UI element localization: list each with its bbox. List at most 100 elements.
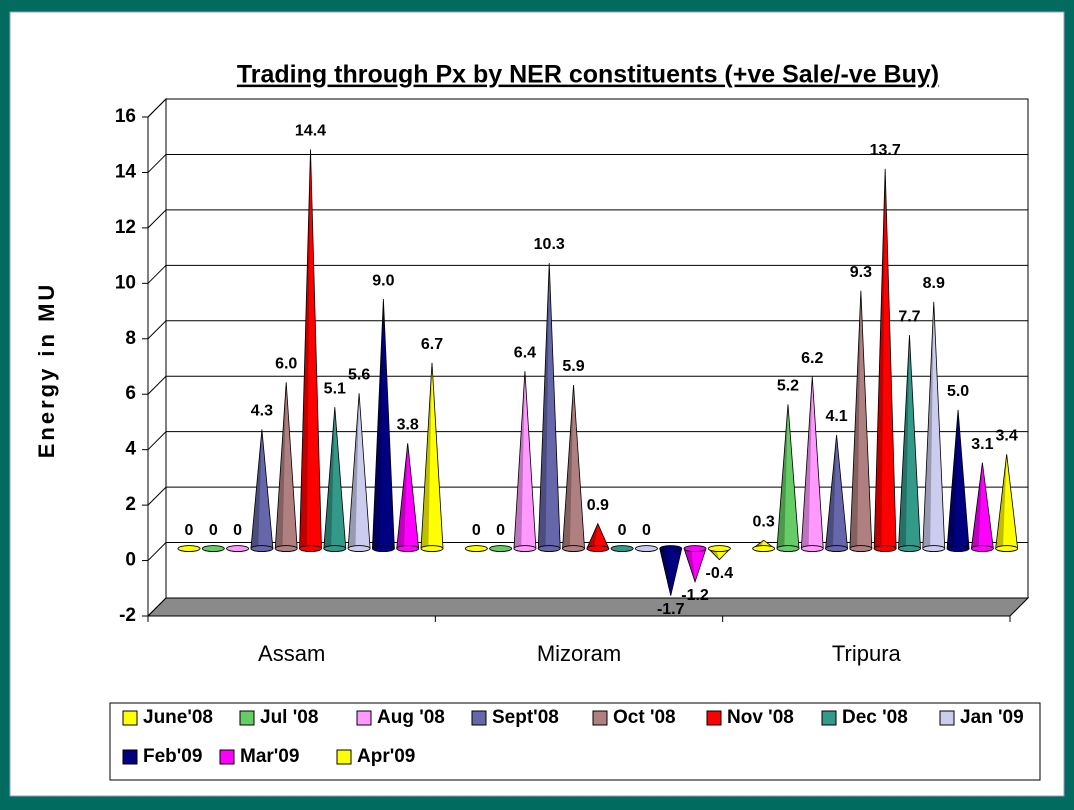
legend-label: Dec '08	[842, 707, 908, 728]
legend-swatch	[939, 710, 955, 726]
floor	[146, 597, 1030, 617]
data-label: 6.2	[801, 350, 823, 367]
cone-part	[372, 299, 384, 549]
legend-label: Nov '08	[727, 707, 794, 728]
cone	[995, 454, 1019, 552]
cone-part	[849, 290, 861, 549]
cone	[707, 545, 731, 561]
y-tick-label: 4	[125, 439, 136, 460]
cone-part	[274, 545, 298, 552]
cone-part	[177, 545, 201, 552]
data-label: 5.0	[947, 383, 969, 400]
legend-swatch	[336, 749, 352, 765]
cone-part	[538, 263, 550, 549]
cone-part	[396, 545, 420, 552]
cone-part	[659, 548, 671, 596]
grid-line	[147, 153, 1028, 173]
y-tick-label: 12	[115, 217, 136, 238]
cone-part	[420, 545, 444, 552]
cone	[825, 434, 848, 552]
data-label: 4.3	[251, 403, 273, 420]
cone-part	[562, 545, 585, 552]
cone	[201, 545, 225, 552]
cone-part	[421, 362, 432, 549]
cone	[299, 149, 322, 552]
legend-label: Sept'08	[492, 707, 559, 728]
grid-line	[147, 597, 1028, 617]
data-label: 6.4	[514, 344, 536, 361]
legend-swatch	[471, 710, 487, 726]
cone	[323, 407, 347, 552]
legend-swatch	[122, 710, 138, 726]
cone-part	[464, 545, 488, 552]
cone	[898, 335, 921, 552]
cone-part	[659, 545, 683, 552]
cone-part	[275, 382, 287, 549]
x-tick-label: Tripura	[832, 641, 902, 666]
cone	[420, 362, 444, 552]
y-tick-label: 0	[125, 550, 136, 571]
data-label: 7.7	[898, 308, 920, 325]
cone-part	[776, 545, 800, 552]
cone	[274, 382, 298, 552]
cone	[371, 299, 395, 552]
data-label: 3.8	[397, 416, 419, 433]
data-label: 6.7	[421, 336, 443, 353]
cone-part	[873, 545, 897, 552]
chart-title: Trading through Px by NER constituents (…	[237, 61, 939, 89]
legend-swatch	[356, 710, 372, 726]
data-label: 8.9	[923, 275, 945, 292]
cone	[489, 545, 513, 552]
grid-line	[147, 431, 1028, 451]
cone-part	[800, 545, 824, 552]
data-label: 0.3	[753, 513, 775, 530]
cone	[659, 545, 683, 596]
cone-part	[922, 301, 934, 549]
grid-line	[147, 209, 1028, 229]
legend-label: Oct '08	[613, 707, 676, 728]
grid-line	[147, 375, 1028, 395]
cone	[250, 429, 274, 552]
data-label: 0	[185, 522, 194, 539]
data-label: 5.1	[324, 380, 346, 397]
cone	[922, 301, 946, 552]
cone	[562, 384, 585, 552]
data-label: 0	[496, 522, 505, 539]
cone	[752, 539, 776, 552]
cone-part	[299, 545, 322, 552]
cone	[849, 290, 873, 552]
legend-label: Jul '08	[260, 707, 318, 728]
cone-part	[347, 545, 371, 552]
y-tick-label: 10	[115, 272, 136, 293]
cone-part	[250, 429, 262, 549]
cone-part	[825, 545, 848, 552]
cone-part	[562, 384, 574, 549]
cone-part	[610, 545, 634, 552]
cone-part	[323, 407, 335, 549]
cone-part	[635, 545, 658, 552]
cone-part	[201, 545, 225, 552]
y-tick-label: 8	[125, 328, 136, 349]
cone	[946, 409, 970, 552]
data-label: 14.4	[295, 123, 326, 140]
cone-part	[970, 545, 994, 552]
data-label: 0	[618, 522, 627, 539]
data-label: -0.4	[706, 565, 734, 582]
data-label: 9.3	[850, 264, 872, 281]
cone-part	[513, 371, 525, 549]
cone	[396, 443, 420, 552]
y-tick-label: 14	[115, 161, 137, 182]
legend-label: Aug '08	[377, 707, 445, 728]
y-tick-label: -2	[119, 605, 136, 626]
cone-part	[586, 523, 598, 549]
cone-part	[752, 545, 776, 552]
grid-line	[147, 486, 1028, 506]
cone	[683, 545, 707, 584]
data-label: -1.7	[657, 601, 685, 618]
cone-part	[898, 545, 921, 552]
cone-part	[874, 168, 886, 549]
legend-swatch	[219, 749, 235, 765]
cone-part	[513, 545, 537, 552]
data-label: 5.9	[562, 358, 584, 375]
